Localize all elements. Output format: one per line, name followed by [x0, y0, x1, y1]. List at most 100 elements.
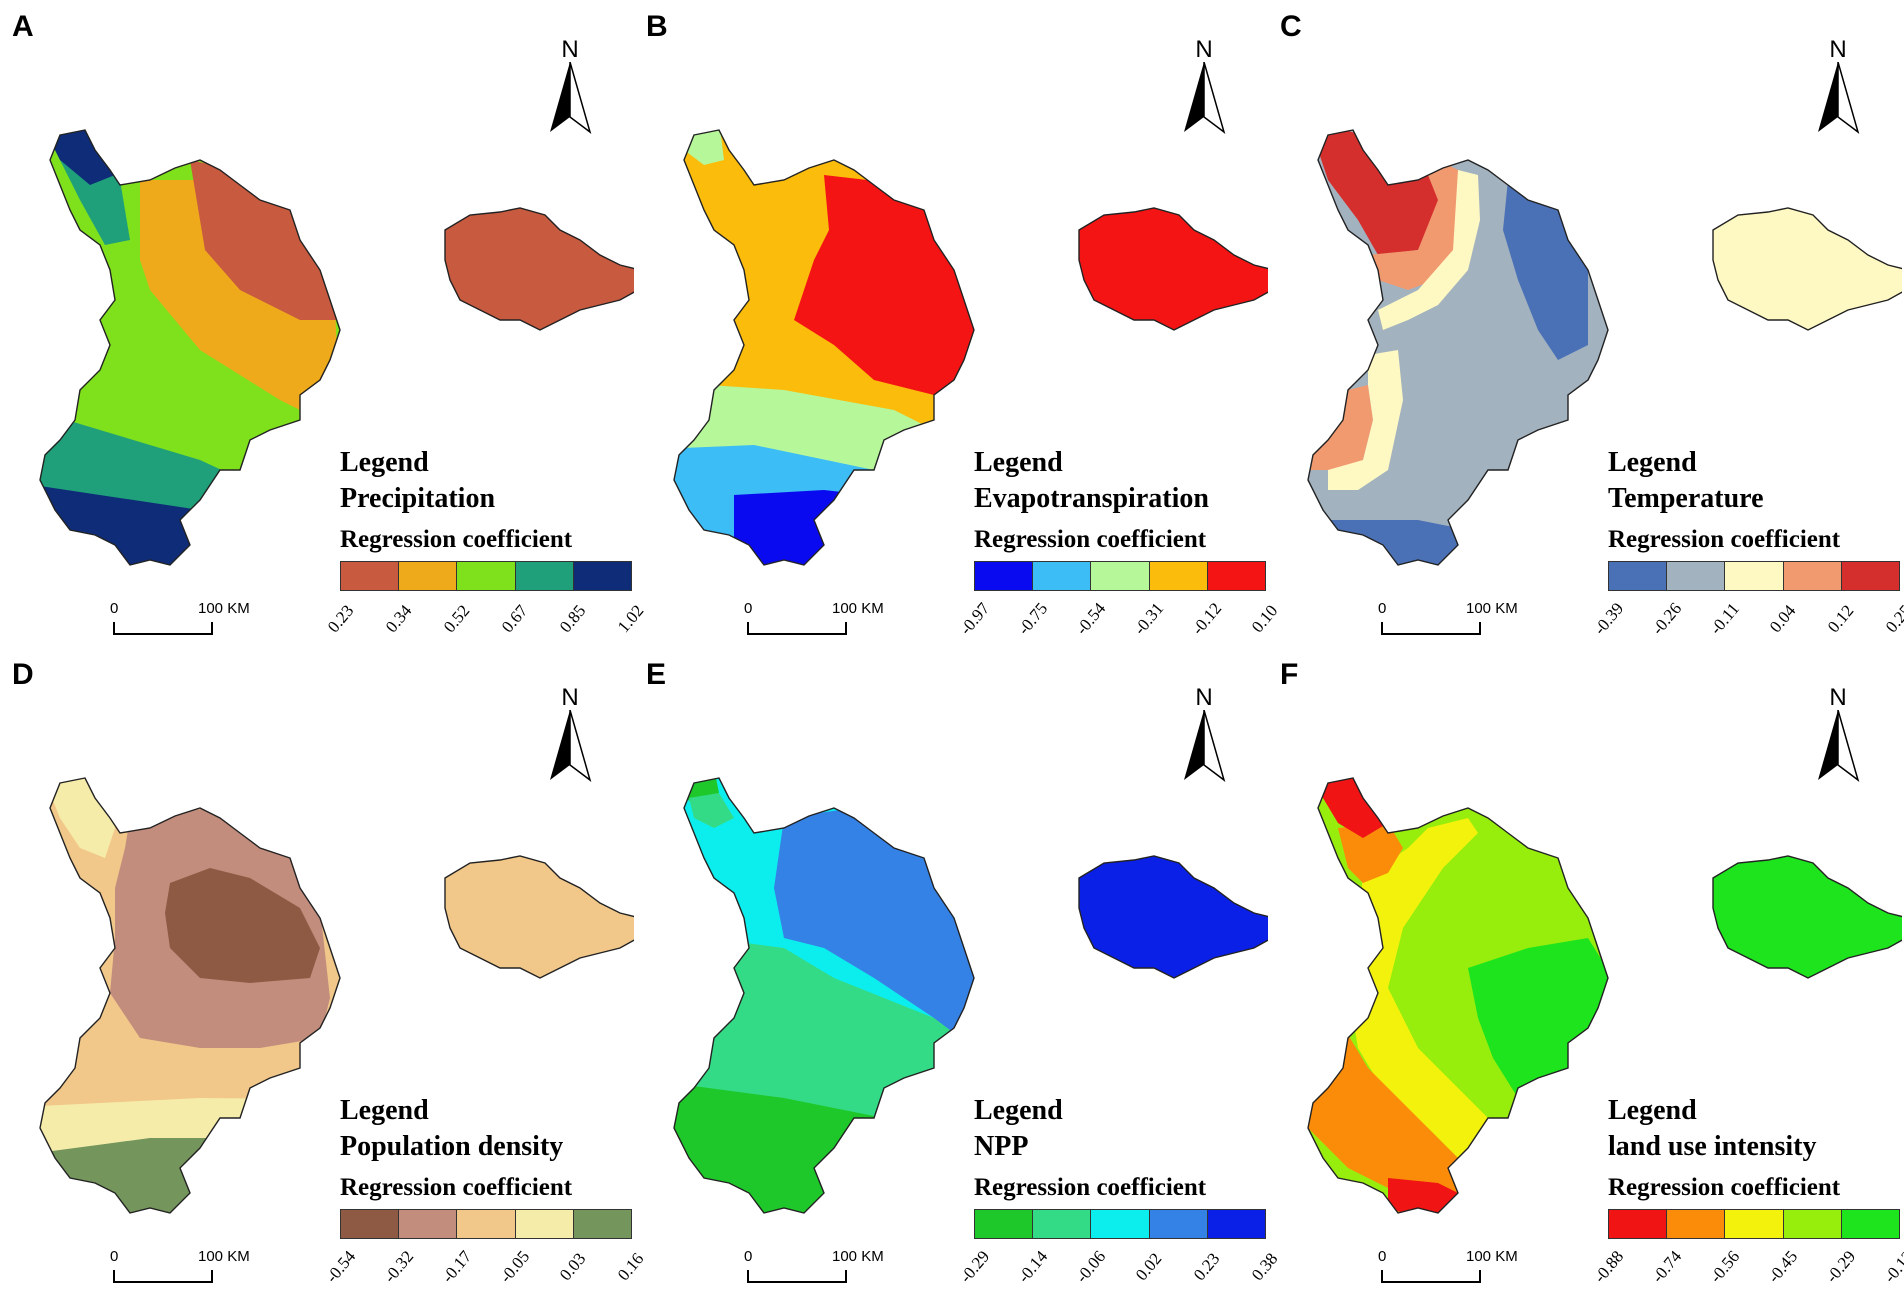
- legend-swatch: [573, 562, 632, 590]
- legend-subtitle: Regression coefficient: [340, 1174, 573, 1201]
- legend-swatch: [1783, 1210, 1842, 1238]
- choropleth-map: [1307, 777, 1902, 1214]
- scale-line: [1381, 1270, 1481, 1283]
- scale-zero-label: 0: [744, 600, 753, 617]
- scale-km-label: 100 KM: [832, 600, 884, 617]
- north-arrow: N: [545, 36, 595, 136]
- choropleth-map: [39, 777, 634, 1214]
- north-arrow: N: [1179, 36, 1229, 136]
- north-arrow-icon: [1818, 710, 1860, 782]
- panel-d: D N 0 100 KM Legend Population density Regress…: [0, 648, 648, 1296]
- legend-swatch: [1841, 562, 1900, 590]
- legend-swatch: [1091, 1210, 1150, 1238]
- legend-variable: Population density: [340, 1131, 564, 1162]
- north-arrow: N: [1179, 684, 1229, 784]
- legend-swatch: [1725, 562, 1784, 590]
- panel-letter: F: [1280, 658, 1299, 691]
- legend-subtitle: Regression coefficient: [974, 1174, 1207, 1201]
- legend: Legend Precipitation Regression coefficien…: [324, 445, 648, 645]
- scale-bar: 0 100 KM: [1378, 600, 1518, 660]
- scale-line: [1381, 622, 1481, 635]
- legend-swatch: [1033, 562, 1092, 590]
- panel-letter: A: [12, 10, 34, 43]
- legend-tick-label: -0.75: [1013, 599, 1052, 639]
- legend-swatch: [341, 562, 400, 590]
- legend-swatch: [1725, 1210, 1784, 1238]
- legend-variable: Evapotranspiration: [974, 483, 1209, 514]
- north-label: N: [1195, 36, 1213, 63]
- legend-subtitle: Regression coefficient: [974, 526, 1207, 553]
- north-arrow: N: [1813, 36, 1863, 136]
- coefficient-zone: [1368, 150, 1463, 290]
- panel-b: B N 0 100 KM Legend Evapotranspiration Regress…: [634, 0, 1282, 648]
- coefficient-zone: [1308, 385, 1373, 470]
- scale-zero-label: 0: [744, 1248, 753, 1265]
- choropleth-map: [673, 129, 1268, 566]
- legend-tick-label: -0.12: [1187, 599, 1226, 639]
- panel-a: A N 0 100 KM Legend Precipitation Regression c…: [0, 0, 648, 648]
- legend-title: Legend: [1608, 1095, 1697, 1126]
- legend-tick-label: -0.26: [1647, 599, 1686, 639]
- legend-title: Legend: [974, 447, 1063, 478]
- legend-swatch: [573, 1210, 632, 1238]
- choropleth-map: [1307, 129, 1902, 566]
- north-label: N: [1195, 684, 1213, 711]
- main-region: [40, 778, 340, 1213]
- legend-tick-label: 0.85: [555, 601, 590, 637]
- north-arrow: N: [545, 684, 595, 784]
- panel-letter: B: [646, 10, 668, 43]
- region-boundary: [673, 777, 975, 1214]
- scale-km-label: 100 KM: [1466, 600, 1518, 617]
- legend-tick-label: -0.54: [1071, 599, 1110, 639]
- scale-bar: 0 100 KM: [110, 1248, 250, 1308]
- legend-variable: Temperature: [1608, 483, 1764, 514]
- enclave-region: [1712, 855, 1902, 979]
- scale-km-label: 100 KM: [198, 600, 250, 617]
- coefficient-zone: [1328, 350, 1403, 490]
- coefficient-zone: [674, 130, 724, 165]
- legend-tick-label: -0.45: [1763, 1247, 1802, 1287]
- legend-swatch: [1609, 562, 1668, 590]
- legend-title: Legend: [340, 1095, 429, 1126]
- scale-km-label: 100 KM: [832, 1248, 884, 1265]
- legend-swatch: [399, 562, 458, 590]
- legend-tick-label: -0.56: [1705, 1247, 1744, 1287]
- legend-swatch: [975, 1210, 1034, 1238]
- scale-line: [113, 622, 213, 635]
- legend-tick-label: -0.11: [1706, 599, 1744, 639]
- legend-tick-label: 0.03: [555, 1249, 590, 1285]
- legend-variable: Precipitation: [340, 483, 496, 514]
- legend-subtitle: Regression coefficient: [1608, 1174, 1841, 1201]
- legend-ticks: -0.88 -0.74 -0.56 -0.45 -0.29 -0.12: [1590, 1243, 1904, 1293]
- legend-tick-label: 0.04: [1765, 601, 1800, 637]
- north-arrow: N: [1813, 684, 1863, 784]
- legend: Legend Population density Regression coeff…: [322, 1093, 648, 1293]
- enclave-region: [444, 855, 634, 979]
- legend-swatch: [1149, 562, 1208, 590]
- north-arrow-icon: [550, 62, 592, 134]
- legend-ticks: -0.97 -0.75 -0.54 -0.31 -0.12 0.10: [956, 595, 1282, 645]
- legend-tick-label: -0.31: [1129, 599, 1168, 639]
- legend-swatch: [1667, 1210, 1726, 1238]
- scale-km-label: 100 KM: [1466, 1248, 1518, 1265]
- legend-ticks: -0.39 -0.26 -0.11 0.04 0.12 0.25: [1590, 595, 1904, 645]
- legend-tick-label: -0.74: [1647, 1247, 1686, 1287]
- coefficient-zone: [1378, 170, 1480, 330]
- panel-c: C N 0 100 KM Legend Temperature Regression coe…: [1268, 0, 1904, 648]
- legend-tick-label: -0.32: [379, 1247, 418, 1287]
- legend-tick-label: 0.34: [381, 601, 416, 637]
- choropleth-map: [673, 777, 1268, 1214]
- scale-zero-label: 0: [1378, 1248, 1387, 1265]
- legend-subtitle: Regression coefficient: [1608, 526, 1841, 553]
- legend-ticks: -0.29 -0.14 -0.06 0.02 0.23 0.38: [956, 1243, 1282, 1293]
- legend-tick-label: -0.06: [1071, 1247, 1110, 1287]
- legend-swatch: [457, 562, 516, 590]
- legend-tick-label: 0.23: [1189, 1249, 1224, 1285]
- region-boundary: [1307, 129, 1609, 566]
- region-boundary: [39, 777, 341, 1214]
- legend-variable: land use intensity: [1608, 1131, 1817, 1162]
- legend-colorbar: [340, 561, 632, 591]
- legend-swatch: [515, 562, 574, 590]
- legend-tick-label: 0.02: [1131, 1249, 1166, 1285]
- enclave-region: [444, 207, 634, 331]
